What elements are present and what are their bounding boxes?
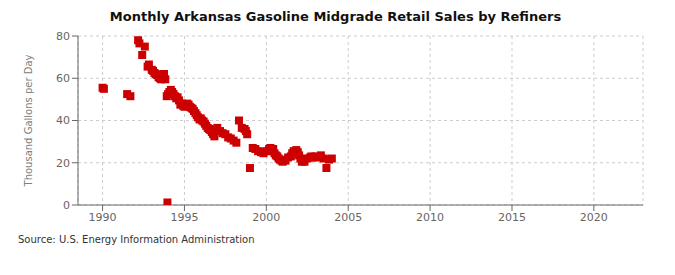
svg-text:2005: 2005	[334, 211, 362, 224]
html-text:Monthly Arkansas Gasoline Midg: Monthly Arkansas Gasoline Midgrade Retai…	[109, 9, 562, 24]
svg-text:60: 60	[56, 72, 70, 85]
svg-text:20: 20	[56, 157, 70, 170]
svg-text:0: 0	[63, 199, 70, 212]
svg-text:1995: 1995	[170, 211, 198, 224]
svg-text:2010: 2010	[416, 211, 444, 224]
svg-text:2015: 2015	[498, 211, 526, 224]
svg-text:Thousand Gallons per Day: Thousand Gallons per Day	[23, 54, 34, 187]
svg-text:1990: 1990	[89, 211, 117, 224]
html-text:Source: U.S. Energy Informatio: Source: U.S. Energy Information Administ…	[18, 234, 255, 245]
svg-text:80: 80	[56, 30, 70, 43]
svg-text:2000: 2000	[252, 211, 280, 224]
svg-text:2020: 2020	[580, 211, 608, 224]
svg-text:40: 40	[56, 114, 70, 127]
